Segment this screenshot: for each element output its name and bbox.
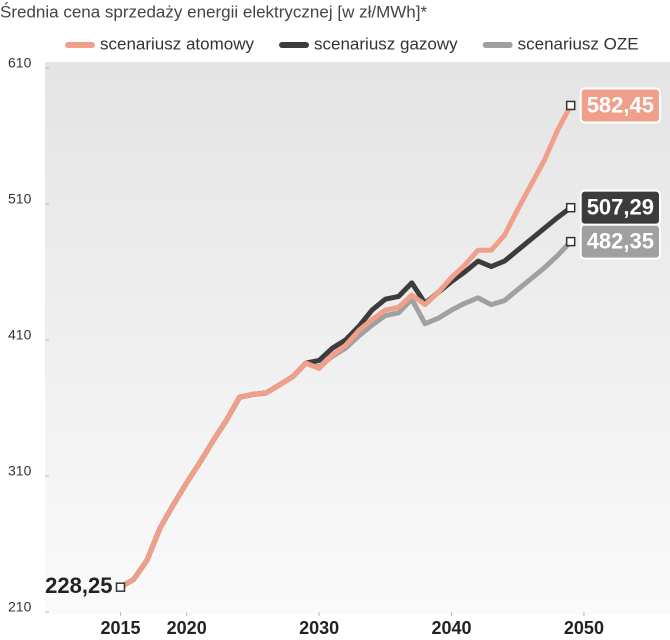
x-tick-label: 2040 (431, 618, 471, 638)
x-tick-label: 2020 (167, 618, 207, 638)
label-box (579, 189, 661, 226)
chart-title: Średnia cena sprzedaży energii elektrycz… (0, 2, 427, 21)
y-tick-label: 410 (8, 327, 32, 343)
value-label: 482,35 (587, 228, 654, 253)
value-label: 507,29 (587, 194, 654, 219)
legend-label: scenariusz atomowy (100, 34, 255, 53)
value-label: 228,25 (45, 573, 112, 598)
y-tick-label: 310 (8, 463, 32, 479)
legend-label: scenariusz gazowy (314, 34, 458, 53)
y-tick-label: 510 (8, 191, 32, 207)
point-marker (115, 582, 126, 592)
y-tick-label: 610 (8, 55, 32, 71)
y-tick-label: 210 (8, 599, 32, 615)
point-marker (565, 100, 576, 111)
legend-label: scenariusz OZE (518, 34, 639, 53)
series-line (119, 104, 573, 590)
point-marker (565, 236, 576, 247)
x-tick-label: 2030 (299, 618, 339, 638)
value-label: 582,45 (587, 92, 654, 117)
x-tick-label: 2015 (100, 618, 140, 638)
x-tick-label: 2050 (564, 618, 604, 638)
label-box (579, 87, 661, 124)
point-marker (565, 202, 576, 213)
